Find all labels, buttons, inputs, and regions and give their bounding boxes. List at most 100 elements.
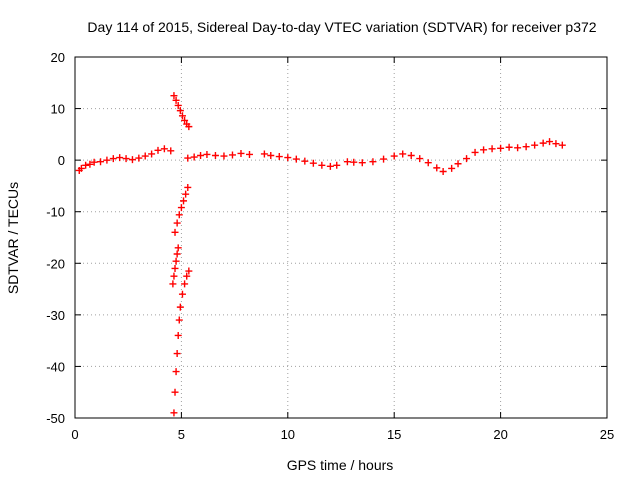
y-tick-label: -10 — [46, 205, 65, 220]
data-point — [175, 316, 183, 324]
series-lower-arc-3 — [170, 267, 193, 417]
data-point — [433, 164, 441, 172]
data-point — [228, 151, 236, 159]
data-point — [245, 150, 253, 158]
data-point — [407, 152, 415, 160]
data-point — [181, 280, 189, 288]
data-point — [497, 144, 505, 152]
data-point — [176, 107, 184, 115]
data-point — [180, 197, 188, 205]
data-point — [369, 158, 377, 166]
data-point — [90, 158, 98, 166]
data-point — [174, 331, 182, 339]
data-point — [176, 303, 184, 311]
data-point — [190, 153, 198, 161]
y-tick-label: -50 — [46, 411, 65, 426]
x-tick-label: 20 — [493, 427, 507, 442]
data-point — [326, 162, 334, 170]
series-lower-arc-1 — [171, 183, 192, 236]
data-points — [75, 92, 566, 417]
data-point — [284, 154, 292, 162]
data-point — [350, 158, 358, 166]
data-point — [546, 138, 554, 146]
grid-lines — [75, 57, 607, 418]
data-point — [333, 161, 341, 169]
data-point — [531, 141, 539, 149]
y-tick-label: -20 — [46, 256, 65, 271]
data-point — [185, 267, 193, 275]
data-point — [558, 141, 566, 149]
x-tick-label: 15 — [387, 427, 401, 442]
data-point — [122, 155, 130, 163]
data-point — [171, 388, 179, 396]
plot-frame — [74, 56, 608, 419]
data-point — [505, 143, 513, 151]
data-point — [170, 92, 178, 100]
y-tick-label: -40 — [46, 359, 65, 374]
x-axis-label: GPS time / hours — [287, 457, 394, 473]
data-point — [211, 152, 219, 160]
data-point — [399, 150, 407, 158]
x-tick-label: 5 — [178, 427, 185, 442]
data-point — [177, 204, 185, 212]
data-point — [82, 161, 90, 169]
data-point — [172, 368, 180, 376]
y-tick-label: 10 — [51, 102, 65, 117]
data-point — [267, 152, 275, 160]
data-point — [184, 183, 192, 191]
data-point — [454, 160, 462, 168]
data-point — [390, 152, 398, 160]
data-point — [181, 116, 189, 124]
x-tick-label: 0 — [71, 427, 78, 442]
data-point — [197, 152, 205, 160]
data-point — [237, 149, 245, 157]
data-point — [416, 155, 424, 163]
data-point — [480, 146, 488, 154]
data-point — [522, 143, 530, 151]
data-point — [160, 145, 168, 153]
data-point — [203, 150, 211, 158]
data-point — [343, 158, 351, 166]
chart-title: Day 114 of 2015, Sidereal Day-to-day VTE… — [87, 19, 596, 35]
data-point — [424, 159, 432, 167]
tick-labels: 0 5 10 15 20 25 -50 -40 -30 -20 -10 0 10 20 — [46, 50, 614, 442]
data-point — [173, 250, 181, 258]
data-point — [260, 150, 268, 158]
data-point — [172, 257, 180, 265]
data-point — [488, 145, 496, 153]
data-point — [135, 154, 143, 162]
data-point — [169, 280, 177, 288]
data-point — [178, 290, 186, 298]
data-point — [170, 272, 178, 280]
data-point — [109, 155, 117, 163]
data-point — [275, 153, 283, 161]
data-point — [154, 146, 162, 154]
data-point — [539, 139, 547, 147]
plot-border — [74, 56, 608, 419]
data-point — [292, 155, 300, 163]
data-point — [97, 158, 105, 166]
data-point — [463, 155, 471, 163]
data-point — [185, 123, 193, 131]
data-point — [439, 167, 447, 175]
data-point — [141, 152, 149, 160]
series-upper-arc — [170, 92, 193, 131]
data-point — [128, 156, 136, 164]
data-point — [167, 147, 175, 155]
data-point — [178, 112, 186, 120]
data-point — [358, 159, 366, 167]
data-point — [184, 154, 192, 162]
y-tick-label: 0 — [58, 153, 65, 168]
data-point — [77, 164, 85, 172]
data-point — [172, 96, 180, 104]
data-point — [173, 219, 181, 227]
data-point — [182, 190, 190, 198]
data-point — [514, 144, 522, 152]
axis-ticks — [74, 56, 608, 419]
data-point — [318, 161, 326, 169]
data-point — [174, 244, 182, 252]
data-point — [301, 157, 309, 165]
data-point — [103, 156, 111, 164]
data-point — [173, 350, 181, 358]
